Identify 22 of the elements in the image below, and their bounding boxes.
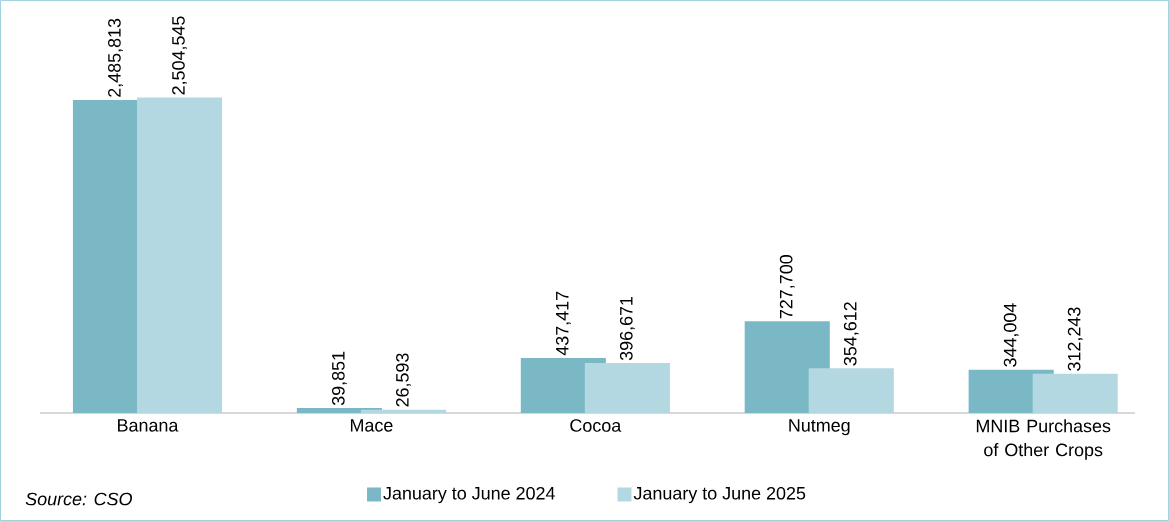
x-tick-label: MNIB Purchases of Other Crops: [976, 419, 1111, 460]
bar: [136, 97, 223, 413]
data-label: 26,593: [396, 353, 411, 407]
legend-label: January to June 2025: [633, 486, 806, 504]
data-label: 39,851: [331, 351, 347, 406]
text: Source: CSO: [25, 492, 132, 506]
data-label: 312,243: [1067, 307, 1083, 371]
x-tick-label: Cocoa: [570, 419, 622, 432]
bar: [584, 363, 670, 413]
x-tick-label: Mace: [350, 419, 393, 432]
bar: [808, 368, 894, 413]
data-label: 2,485,813: [108, 18, 123, 97]
data-label: 437,417: [555, 291, 571, 356]
bar: [1032, 373, 1118, 413]
data-label: 727,700: [779, 255, 795, 319]
x-tick-label: Nutmeg: [789, 419, 850, 436]
x-tick-label: Banana: [118, 419, 179, 432]
data-label: 354,612: [843, 302, 859, 366]
data-label: 396,671: [619, 296, 635, 361]
legend-label: January to June 2024: [383, 486, 555, 504]
data-label: 344,004: [1003, 303, 1019, 367]
data-label: 2,504,545: [172, 16, 187, 95]
